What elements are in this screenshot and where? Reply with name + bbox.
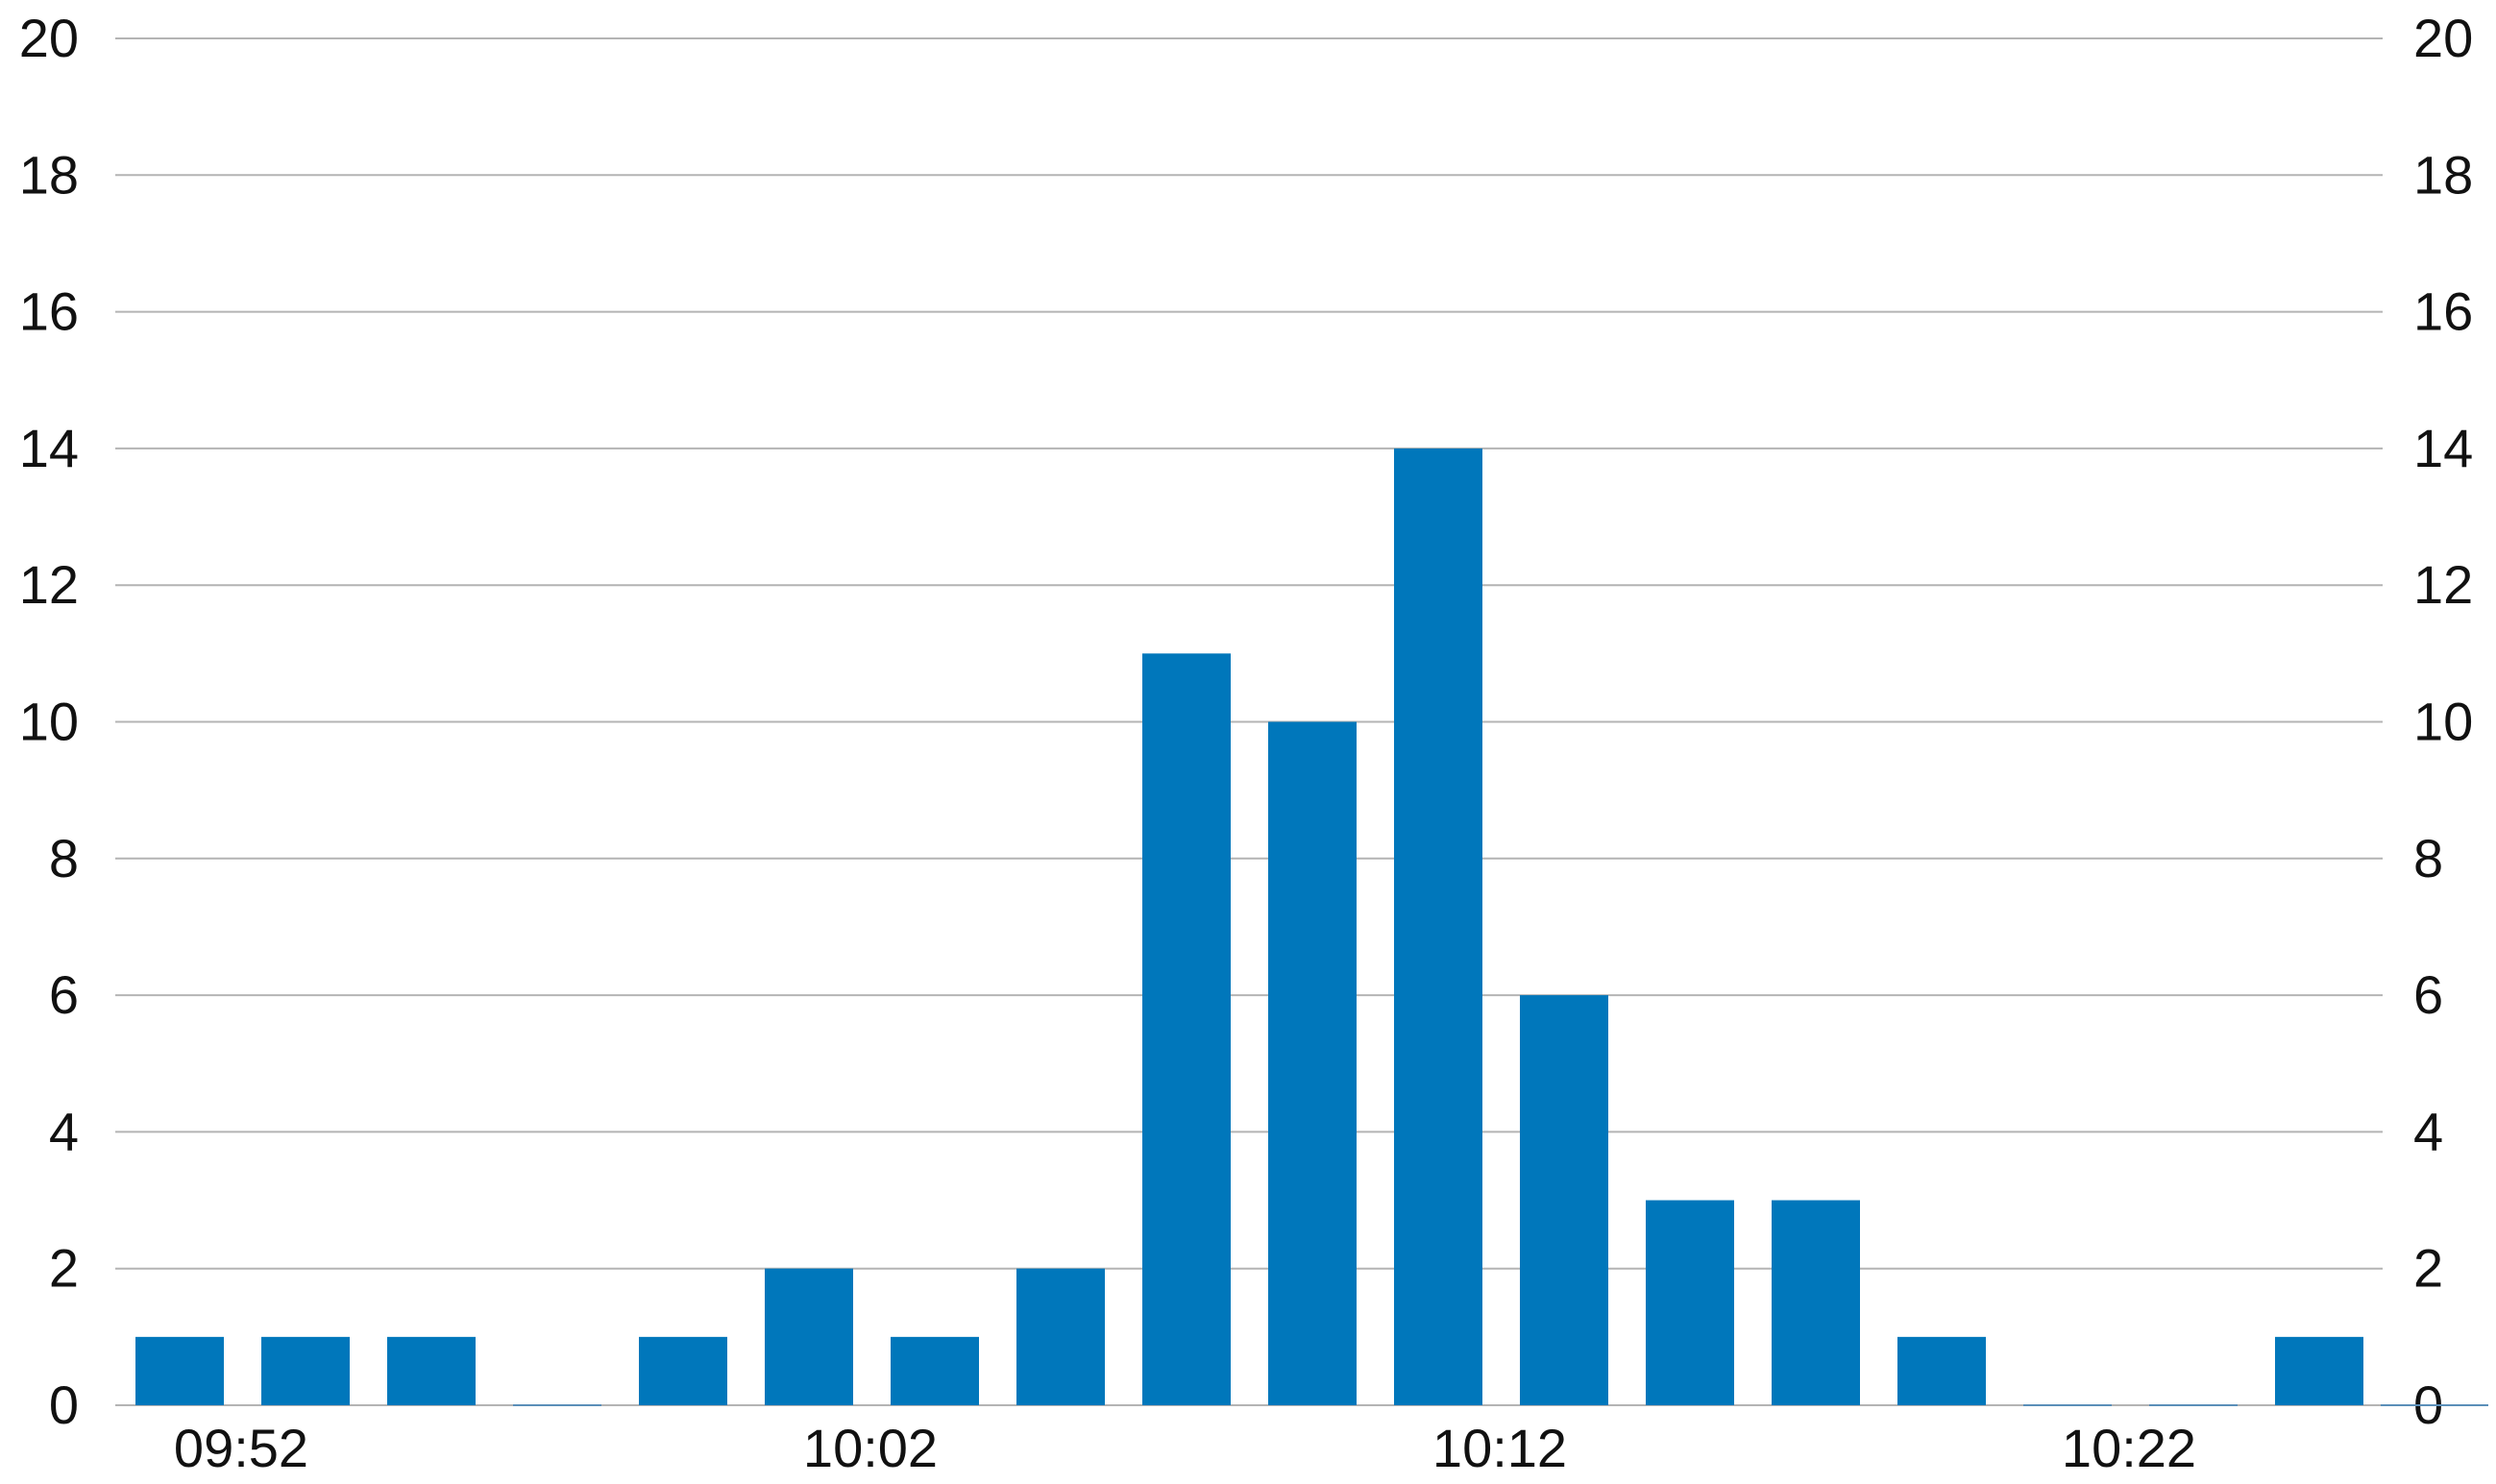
- bar: [261, 1336, 350, 1405]
- bar: [1016, 1268, 1105, 1405]
- y-tick-label-left: 20: [19, 8, 79, 68]
- gridlines: [115, 37, 2383, 1406]
- bar: [1897, 1336, 1986, 1405]
- y-tick-label-right: 4: [2413, 1101, 2443, 1161]
- bar: [1268, 721, 1357, 1405]
- y-tick-label-left: 16: [19, 281, 79, 342]
- y-tick-label-right: 6: [2413, 964, 2443, 1025]
- bar: [765, 1268, 853, 1405]
- bar: [891, 1336, 979, 1405]
- left-y-axis: 0 2 4 6 8 10 12 14 16 18 20: [19, 8, 79, 1435]
- y-tick-label-left: 18: [19, 144, 79, 205]
- y-tick-label-right: 12: [2413, 554, 2473, 615]
- x-tick-label: 10:22: [2062, 1418, 2196, 1478]
- y-tick-label-left: 10: [19, 692, 79, 752]
- y-tick-label-right: 16: [2413, 281, 2473, 342]
- y-tick-label-left: 4: [49, 1101, 79, 1161]
- y-tick-label-right: 20: [2413, 8, 2473, 68]
- x-tick-label: 10:02: [803, 1418, 938, 1478]
- y-tick-label-right: 14: [2413, 418, 2473, 478]
- y-tick-label-left: 8: [49, 828, 79, 888]
- y-tick-label-left: 0: [49, 1375, 79, 1435]
- y-tick-label-left: 2: [49, 1238, 79, 1299]
- y-tick-label-left: 6: [49, 964, 79, 1025]
- bar: [1142, 653, 1231, 1405]
- x-tick-label: 10:12: [1432, 1418, 1567, 1478]
- y-tick-label-right: 8: [2413, 828, 2443, 888]
- bar: [135, 1336, 224, 1405]
- x-tick-label: 09:52: [174, 1418, 308, 1478]
- y-tick-label-left: 12: [19, 554, 79, 615]
- bars: [135, 448, 2363, 1406]
- bar: [1772, 1200, 1860, 1405]
- bar: [1394, 448, 1482, 1405]
- bar: [1646, 1200, 1734, 1405]
- bar: [639, 1336, 727, 1405]
- bar: [1520, 995, 1608, 1405]
- bar: [2275, 1336, 2363, 1405]
- y-tick-label-right: 2: [2413, 1238, 2443, 1299]
- y-tick-label-right: 18: [2413, 144, 2473, 205]
- y-tick-label-right: 10: [2413, 692, 2473, 752]
- y-tick-label-left: 14: [19, 418, 79, 478]
- bar: [387, 1336, 476, 1405]
